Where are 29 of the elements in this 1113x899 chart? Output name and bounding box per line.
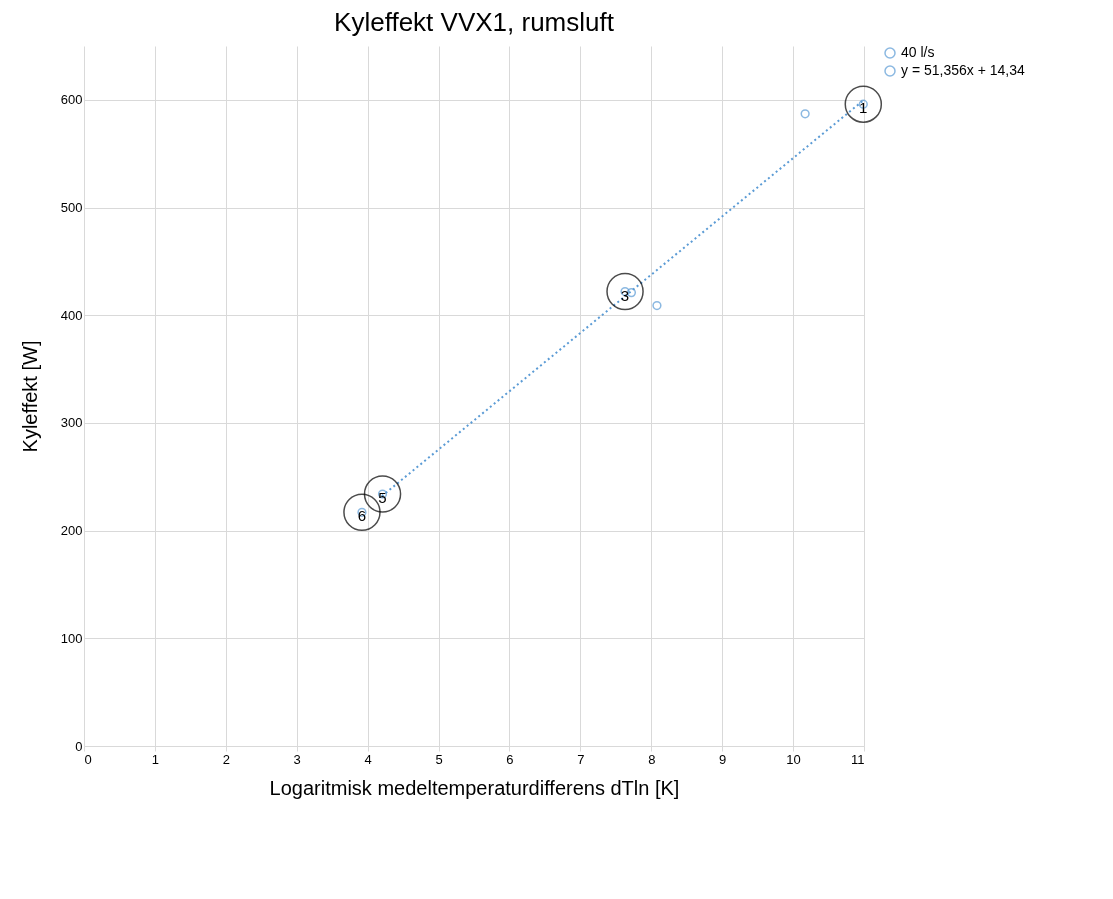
annotation: 5 [378, 489, 387, 506]
y-tick-label: 400 [60, 307, 83, 323]
y-axis-title: Kyleffekt [W] [18, 340, 41, 453]
chart-title: Kyleffekt VVX1, rumsluft [334, 7, 615, 37]
legend-label: 40 l/s [901, 44, 935, 60]
x-tick-label: 9 [719, 751, 727, 767]
x-tick-label: 5 [435, 751, 443, 767]
x-tick-label: 7 [577, 751, 585, 767]
x-tick-label: 8 [648, 751, 656, 767]
annotation: 1 [859, 99, 868, 117]
y-tick-label: 0 [75, 738, 83, 754]
legend-label: y = 51,356x + 14,34 [901, 62, 1025, 78]
x-tick-label: 1 [151, 751, 160, 767]
point [652, 300, 662, 311]
annotation: 3 [620, 286, 630, 304]
x-tick-label: 10 [786, 751, 801, 767]
point [800, 109, 810, 119]
x-tick-label: 2 [222, 751, 230, 767]
y-tick-label: 600 [60, 92, 83, 108]
x-tick-label: 3 [293, 751, 301, 767]
y-tick-label: 100 [60, 630, 83, 646]
annotation: 6 [357, 507, 367, 525]
y-tick-label: 200 [60, 523, 83, 539]
x-tick-label: 6 [506, 751, 514, 767]
x-tick-label: 4 [364, 751, 372, 767]
y-tick-label: 500 [60, 200, 83, 216]
y-tick-label: 300 [60, 415, 83, 431]
x-tick-label: 11 [851, 751, 865, 767]
x-axis-title: Logaritmisk medeltemperaturdifferens dTln [K] [269, 776, 680, 799]
